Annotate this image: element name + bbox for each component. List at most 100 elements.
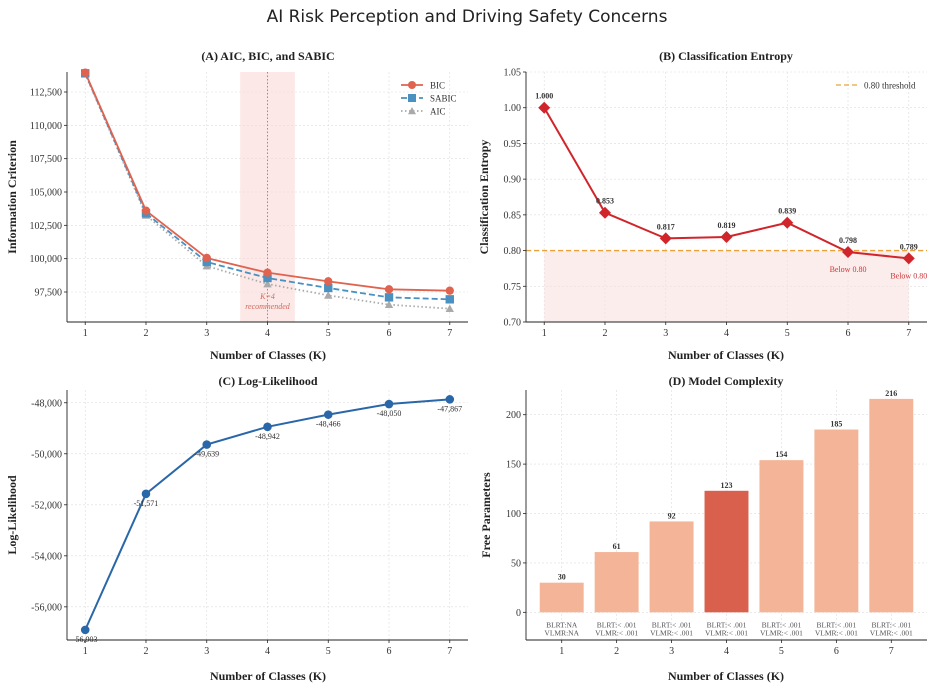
x-tick-label: 1 <box>83 646 88 657</box>
x-tick-label: 1 <box>542 328 547 339</box>
loglik-point <box>323 410 333 419</box>
point-aic <box>445 304 454 313</box>
y-tick-label: 0.95 <box>504 139 522 150</box>
loglik-value-label: -56,903 <box>73 635 98 644</box>
blrt-label: BLRT:< .001 <box>652 620 692 629</box>
y-tick-label: 0.85 <box>504 210 522 221</box>
x-tick-label: 3 <box>669 646 674 657</box>
loglik-value-label: -48,466 <box>316 420 341 429</box>
panel-c-title: (C) Log-Likelihood <box>218 374 317 388</box>
loglik-point <box>445 395 455 404</box>
x-tick-label: 5 <box>779 646 784 657</box>
y-tick-label: -50,000 <box>31 449 62 460</box>
legend-label-aic: AIC <box>430 107 446 117</box>
x-tick-label: 6 <box>846 328 851 339</box>
point-aic <box>384 300 394 309</box>
panel-b-title: (B) Classification Entropy <box>659 49 793 63</box>
panel-a: (A) AIC, BIC, and SABIC Number of Classe… <box>5 49 468 362</box>
loglik-point <box>202 440 212 449</box>
entropy-point <box>720 231 733 243</box>
point-sabic <box>324 283 333 293</box>
y-tick-label: 0.90 <box>504 175 522 186</box>
entropy-point <box>659 232 672 245</box>
entropy-value-label: 0.798 <box>839 236 857 245</box>
entropy-point <box>902 252 915 265</box>
vlmr-label: VLMR:< .001 <box>870 628 913 637</box>
y-tick-label: 200 <box>506 410 521 421</box>
x-tick-label: 6 <box>387 646 392 657</box>
blrt-label: BLRT:< .001 <box>762 620 802 629</box>
entropy-value-label: 0.789 <box>900 242 918 251</box>
point-bic <box>263 268 272 277</box>
parameter-bar <box>869 398 914 613</box>
panel-c-xlabel: Number of Classes (K) <box>210 669 326 683</box>
loglik-value-label: -47,867 <box>437 404 462 413</box>
point-sabic <box>263 273 272 283</box>
x-tick-label: 4 <box>265 646 270 657</box>
point-sabic <box>445 295 454 304</box>
parameter-value-label: 216 <box>885 389 897 398</box>
legend-marker-bic <box>408 81 416 89</box>
blrt-label: BLRT:< .001 <box>597 620 637 629</box>
y-tick-label: -52,000 <box>31 500 62 511</box>
entropy-value-label: 0.819 <box>718 221 736 230</box>
vlmr-label: VLMR:< .001 <box>705 628 748 637</box>
panel-b-ylabel: Classification Entropy <box>477 140 491 255</box>
y-tick-label: -54,000 <box>31 551 62 562</box>
x-tick-label: 7 <box>447 646 452 657</box>
x-tick-label: 2 <box>602 328 607 339</box>
vlmr-label: VLMR:< .001 <box>760 628 803 637</box>
y-tick-label: 100,000 <box>30 254 63 265</box>
x-tick-label: 4 <box>724 646 729 657</box>
below-threshold-label: Below 0.80 <box>830 265 867 274</box>
vlmr-label: VLMR:< .001 <box>815 628 858 637</box>
panel-a-title: (A) AIC, BIC, and SABIC <box>201 49 334 63</box>
loglik-value-label: -48,050 <box>377 409 402 418</box>
parameter-value-label: 30 <box>558 573 566 582</box>
vlmr-label: VLMR:< .001 <box>650 628 693 637</box>
loglik-point <box>141 489 151 499</box>
loglik-point <box>384 399 394 409</box>
blrt-label: BLRT:< .001 <box>871 620 911 629</box>
x-tick-label: 3 <box>663 328 668 339</box>
x-tick-label: 4 <box>265 328 270 339</box>
x-tick-label: 6 <box>834 646 839 657</box>
point-bic <box>324 277 333 286</box>
y-tick-label: 105,000 <box>30 188 63 199</box>
vlmr-label: VLMR:< .001 <box>595 628 638 637</box>
entropy-point <box>538 101 551 114</box>
x-tick-label: 3 <box>204 646 209 657</box>
y-tick-label: 0 <box>516 608 521 619</box>
legend-threshold-label: 0.80 threshold <box>864 81 916 91</box>
legend-marker-sabic <box>408 94 416 102</box>
y-tick-label: 0.80 <box>504 246 522 257</box>
below-threshold-label: Below 0.80 <box>890 271 927 280</box>
point-bic <box>384 285 394 294</box>
point-bic <box>202 253 211 263</box>
parameter-value-label: 61 <box>613 542 621 551</box>
x-tick-label: 2 <box>614 646 619 657</box>
panel-b-xlabel: Number of Classes (K) <box>668 348 784 362</box>
panel-a-xlabel: Number of Classes (K) <box>210 348 326 362</box>
x-tick-label: 1 <box>83 328 88 339</box>
x-tick-label: 3 <box>204 328 209 339</box>
x-tick-label: 7 <box>906 328 911 339</box>
entropy-value-label: 0.853 <box>596 197 614 206</box>
y-tick-label: 102,500 <box>30 221 63 232</box>
parameter-bar <box>759 460 804 613</box>
x-tick-label: 5 <box>326 328 331 339</box>
blrt-label: BLRT:NA <box>546 620 578 629</box>
parameter-bar <box>814 429 859 613</box>
loglik-point <box>80 625 90 635</box>
parameter-bar <box>594 552 639 613</box>
parameter-value-label: 154 <box>775 450 787 459</box>
figure-title: AI Risk Perception and Driving Safety Co… <box>267 7 668 27</box>
y-tick-label: 50 <box>511 558 521 569</box>
entropy-value-label: 0.839 <box>778 207 796 216</box>
y-tick-label: -48,000 <box>31 398 62 409</box>
parameter-value-label: 123 <box>721 481 733 490</box>
legend-label-bic: BIC <box>430 81 445 91</box>
panel-d-xlabel: Number of Classes (K) <box>668 669 784 683</box>
y-tick-label: 112,500 <box>30 88 62 99</box>
